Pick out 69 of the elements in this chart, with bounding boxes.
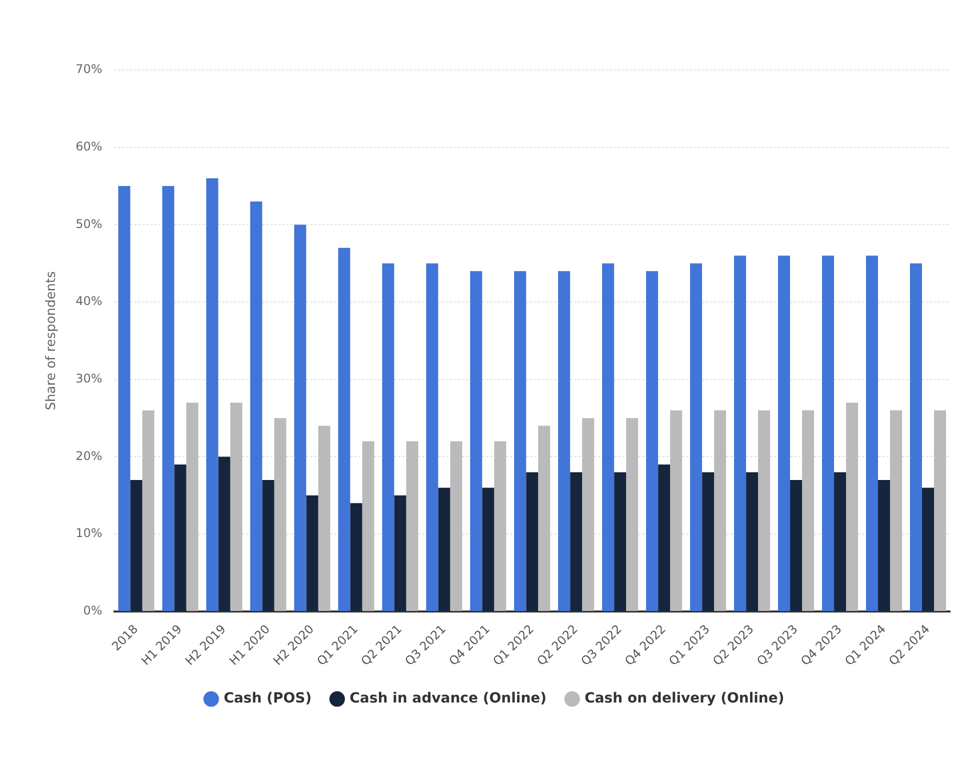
y-tick-label: 40% (76, 294, 102, 308)
bar (274, 418, 286, 611)
bar (142, 410, 154, 611)
bar (426, 263, 438, 611)
bar (822, 256, 834, 611)
bar (934, 410, 946, 611)
bar (778, 256, 790, 611)
bar (306, 495, 318, 611)
bar (338, 248, 350, 611)
bar (922, 488, 934, 611)
bar (438, 488, 450, 611)
bar (362, 441, 374, 611)
bar (910, 263, 922, 611)
bar (470, 271, 482, 611)
bar (690, 263, 702, 611)
bar (746, 472, 758, 611)
bar (350, 503, 362, 611)
bar (450, 441, 462, 611)
bar (130, 480, 142, 611)
y-tick-label: 10% (76, 526, 102, 540)
bar (394, 495, 406, 611)
y-tick-label: 70% (76, 62, 102, 76)
bar (846, 402, 858, 611)
bar (646, 271, 658, 611)
bar (294, 224, 306, 611)
bar (230, 402, 242, 611)
bar (262, 480, 274, 611)
bar (382, 263, 394, 611)
bar (538, 426, 550, 611)
y-tick-label: 30% (76, 372, 102, 386)
bar (878, 480, 890, 611)
legend-label: Cash on delivery (Online) (584, 690, 784, 707)
bar (658, 464, 670, 611)
bar (526, 472, 538, 611)
bar (570, 472, 582, 611)
bar (318, 426, 330, 611)
bar (218, 456, 230, 611)
bar (582, 418, 594, 611)
bar (890, 410, 902, 611)
bar (482, 488, 494, 611)
bar (174, 464, 186, 611)
bar (626, 418, 638, 611)
bar (250, 201, 262, 611)
y-axis-title: Share of respondents (44, 271, 60, 410)
bar (118, 186, 130, 611)
bar (834, 472, 846, 611)
bar (406, 441, 418, 611)
y-tick-label: 60% (76, 139, 102, 154)
legend-label: Cash in advance (Online) (350, 690, 547, 707)
bar (602, 263, 614, 611)
y-tick-label: 50% (76, 216, 102, 231)
bar (758, 410, 770, 611)
y-tick-label: 0% (83, 604, 102, 618)
bar (734, 256, 746, 611)
bar (494, 441, 506, 611)
bar (670, 410, 682, 611)
bar (206, 178, 218, 611)
bar (790, 480, 802, 611)
y-tick-label: 20% (76, 448, 102, 463)
legend-label: Cash (POS) (224, 690, 312, 707)
bar (866, 256, 878, 611)
bar (802, 410, 814, 611)
bar (614, 472, 626, 611)
bar (162, 186, 174, 611)
bar (714, 410, 726, 611)
bar (558, 271, 570, 611)
bar (186, 402, 198, 611)
bar (702, 472, 714, 611)
bar (514, 271, 526, 611)
